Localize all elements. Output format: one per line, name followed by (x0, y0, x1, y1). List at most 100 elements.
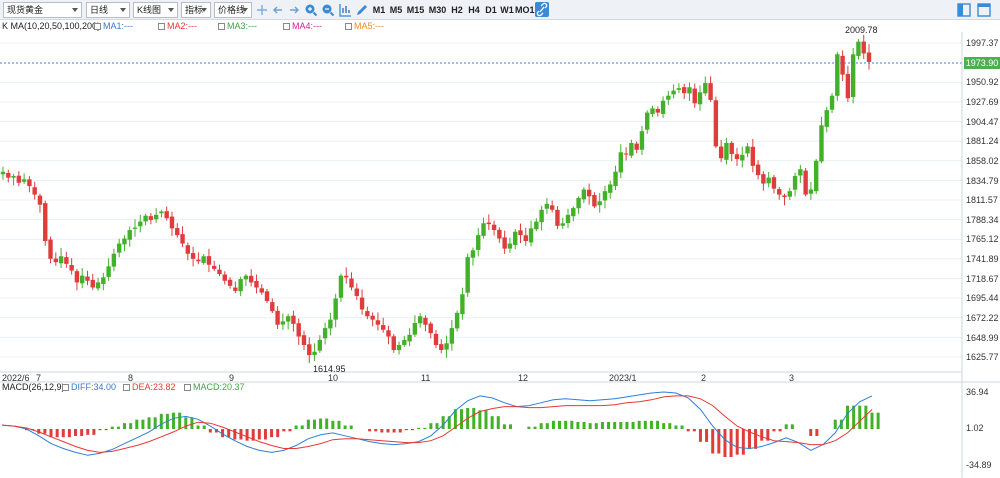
period-mo1[interactable]: MO1 (515, 5, 535, 15)
period-h4[interactable]: H4 (468, 5, 480, 15)
checkbox-icon (158, 23, 165, 30)
candle-body (270, 302, 275, 312)
indicator-select[interactable]: 指标 (181, 2, 211, 18)
candle-body (338, 275, 344, 298)
candle-body (544, 203, 550, 209)
candle-body (169, 216, 175, 229)
split-view-icon[interactable] (957, 3, 971, 17)
candle-body (116, 243, 122, 253)
candle-body (227, 279, 233, 286)
candle-body (771, 177, 777, 189)
candle-body (138, 221, 143, 227)
diff-line (1, 391, 873, 456)
candle-body (153, 214, 159, 220)
ma2-toggle[interactable]: MA2:--- (158, 20, 197, 32)
candle-body (21, 179, 27, 182)
candle-body (212, 265, 217, 269)
period-m1[interactable]: M1 (372, 5, 386, 15)
ma1-toggle[interactable]: MA1:--- (94, 20, 133, 32)
period-m15[interactable]: M15 (406, 5, 425, 15)
ma5-label: MA5:--- (354, 21, 384, 31)
candle-body (143, 215, 148, 222)
price-line-label: 价格线 (218, 5, 246, 15)
candle-body (507, 243, 513, 249)
macd-toggle[interactable]: MACD:20.37 (184, 382, 245, 393)
macd-lines (1, 391, 873, 456)
price-tick: 1997.37 (966, 38, 999, 48)
period-m5[interactable]: M5 (389, 5, 403, 15)
crosshair-icon[interactable] (254, 2, 270, 18)
candle-body (222, 274, 227, 281)
candle-body (845, 73, 851, 99)
candle-body (428, 323, 433, 334)
chart-type-select[interactable]: K线图 (133, 2, 178, 18)
diff-toggle[interactable]: DIFF:34.00 (62, 382, 116, 393)
candle-body (486, 222, 492, 225)
candle-body (233, 287, 238, 291)
candle-body (697, 92, 703, 105)
ma1-label: MA1:--- (103, 21, 133, 31)
symbol-select-label: 现货黄金 (7, 5, 44, 15)
high-price-annotation: 2009.78 (845, 25, 878, 35)
ma3-toggle[interactable]: MA3:--- (218, 20, 257, 32)
price-tick: 1858.02 (966, 156, 999, 166)
candle-body (513, 231, 518, 245)
zoom-in-icon[interactable] (303, 2, 319, 18)
candle-body (523, 235, 528, 242)
symbol-select[interactable]: 现货黄金 (3, 2, 82, 18)
candle-body (280, 321, 286, 325)
candle-body (312, 351, 317, 355)
candle-body (190, 253, 196, 259)
price-tick: 1625.77 (966, 352, 999, 362)
maximize-icon[interactable] (977, 3, 991, 17)
macd-label: MACD:20.37 (193, 382, 245, 392)
candle-body (64, 257, 69, 264)
ma4-toggle[interactable]: MA4:--- (283, 20, 322, 32)
chart-type-label: K线图 (137, 5, 162, 15)
chart-toolbar: 现货黄金 日线 K线图 指标 价格线 M1 M5 M15 M30 H2 H4 D… (0, 0, 1000, 20)
candle-body (581, 189, 587, 200)
candle-body (106, 266, 111, 277)
chevron-down-icon (201, 8, 207, 12)
candle-body (58, 256, 64, 264)
bar-chart-icon[interactable] (337, 2, 353, 18)
candle-body (423, 317, 428, 325)
arrow-right-icon[interactable] (286, 2, 302, 18)
price-tick: 1904.47 (966, 117, 999, 127)
candle-body (248, 275, 254, 283)
candle-body (206, 256, 212, 265)
zoom-out-icon[interactable] (320, 2, 336, 18)
candle-body (534, 221, 539, 230)
candle-body (650, 108, 655, 115)
candle-body (148, 216, 154, 220)
pencil-icon[interactable] (354, 2, 370, 18)
price-grid (0, 42, 962, 358)
period-select[interactable]: 日线 (86, 2, 130, 18)
candle-body (681, 87, 687, 94)
arrow-left-icon[interactable] (270, 2, 286, 18)
price-line-select[interactable]: 价格线 (214, 2, 252, 18)
candle-body (502, 237, 507, 249)
candle-body (85, 276, 90, 281)
period-h2[interactable]: H2 (451, 5, 463, 15)
candle-body (259, 288, 264, 293)
dea-toggle[interactable]: DEA:23.82 (123, 382, 176, 393)
candle-body (444, 343, 449, 350)
dea-label: DEA:23.82 (132, 382, 176, 392)
dea-line (1, 395, 873, 453)
period-d1[interactable]: D1 (485, 5, 497, 15)
candle-body (296, 323, 301, 337)
candle-body (164, 211, 169, 219)
candle-body (671, 90, 676, 95)
candle-body (528, 228, 534, 243)
candle-body (597, 201, 602, 206)
ma5-toggle[interactable]: MA5:--- (345, 20, 384, 32)
period-m30[interactable]: M30 (428, 5, 447, 15)
candle-body (571, 208, 576, 217)
link-icon[interactable] (535, 2, 549, 17)
checkbox-icon (283, 23, 290, 30)
candle-body (840, 55, 845, 75)
period-w1[interactable]: W1 (500, 5, 514, 15)
candle-body (565, 214, 571, 224)
